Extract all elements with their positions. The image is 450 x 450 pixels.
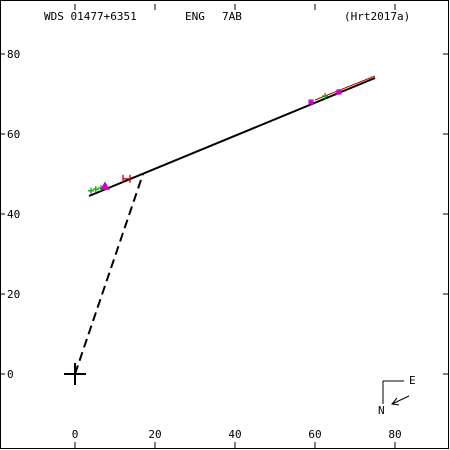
observation-star-1 <box>308 99 314 105</box>
compass-north-label: N <box>378 404 385 417</box>
observation-plus-0 <box>88 187 94 194</box>
compass-arrow-head <box>391 397 400 406</box>
observation-plus-1 <box>92 186 99 193</box>
x-tick-label-40: 40 <box>228 428 241 441</box>
x-tick-label-0: 0 <box>72 428 79 441</box>
observation-plus-3 <box>322 93 328 99</box>
y-tick-label-80: 80 <box>7 48 20 61</box>
x-tick-label-20: 20 <box>148 428 161 441</box>
y-tick-label-60: 60 <box>7 128 20 141</box>
x-tick-label-60: 60 <box>308 428 321 441</box>
x-tick-label-80: 80 <box>388 428 401 441</box>
x-axis-ticks: 0 20 40 60 80 <box>72 4 402 448</box>
y-tick-label-20: 20 <box>7 288 20 301</box>
header-orbit-ref: (Hrt2017a) <box>344 10 410 23</box>
compass: E N <box>378 374 416 417</box>
orbit-lines <box>64 75 376 385</box>
observation-marks <box>88 89 342 194</box>
header-designation: WDS 01477+6351 <box>44 10 137 23</box>
compass-motion-arrow <box>391 395 410 405</box>
y-tick-label-0: 0 <box>7 368 14 381</box>
header-components: 7AB <box>222 10 242 23</box>
observation-bar-0 <box>122 174 131 183</box>
y-axis-ticks: 0 20 40 60 80 <box>1 48 449 381</box>
orbit-line <box>88 77 376 197</box>
observation-triangle-0 <box>100 181 110 190</box>
header-discoverer: ENG <box>185 10 205 23</box>
periastron-dashed-line <box>74 173 144 375</box>
y-tick-label-40: 40 <box>7 208 20 221</box>
compass-east-label: E <box>409 374 416 387</box>
observation-star-0 <box>336 89 342 95</box>
